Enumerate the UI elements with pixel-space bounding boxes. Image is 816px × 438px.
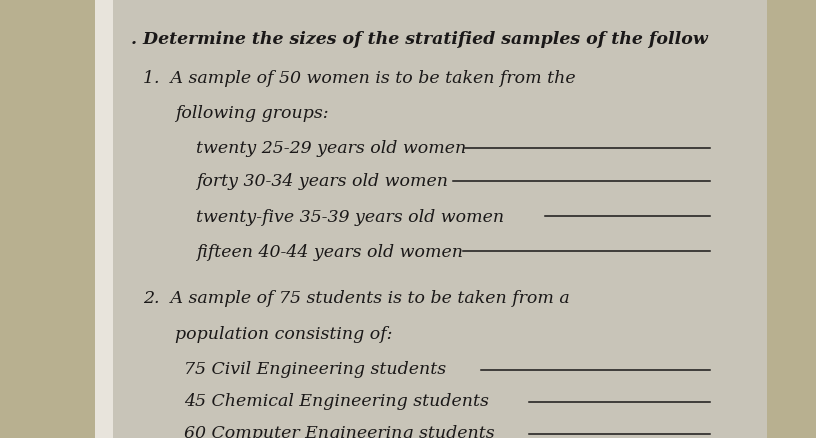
Bar (95, 0, 113, 438)
Text: forty 30-34 years old women: forty 30-34 years old women (196, 173, 448, 190)
Text: fifteen 40-44 years old women: fifteen 40-44 years old women (196, 243, 463, 260)
Text: 45 Chemical Engineering students: 45 Chemical Engineering students (184, 392, 489, 409)
Text: 1.  A sample of 50 women is to be taken from the: 1. A sample of 50 women is to be taken f… (143, 70, 575, 87)
Text: following groups:: following groups: (175, 105, 329, 122)
Text: . Determine the sizes of the stratified samples of the follow: . Determine the sizes of the stratified … (131, 31, 707, 48)
Text: 2.  A sample of 75 students is to be taken from a: 2. A sample of 75 students is to be take… (143, 289, 570, 306)
Text: twenty-five 35-39 years old women: twenty-five 35-39 years old women (196, 208, 504, 225)
Text: 60 Computer Engineering students: 60 Computer Engineering students (184, 424, 494, 438)
Text: 75 Civil Engineering students: 75 Civil Engineering students (184, 360, 446, 377)
Text: twenty 25-29 years old women: twenty 25-29 years old women (196, 140, 466, 157)
Bar (110, 0, 767, 438)
Text: population consisting of:: population consisting of: (175, 325, 393, 342)
